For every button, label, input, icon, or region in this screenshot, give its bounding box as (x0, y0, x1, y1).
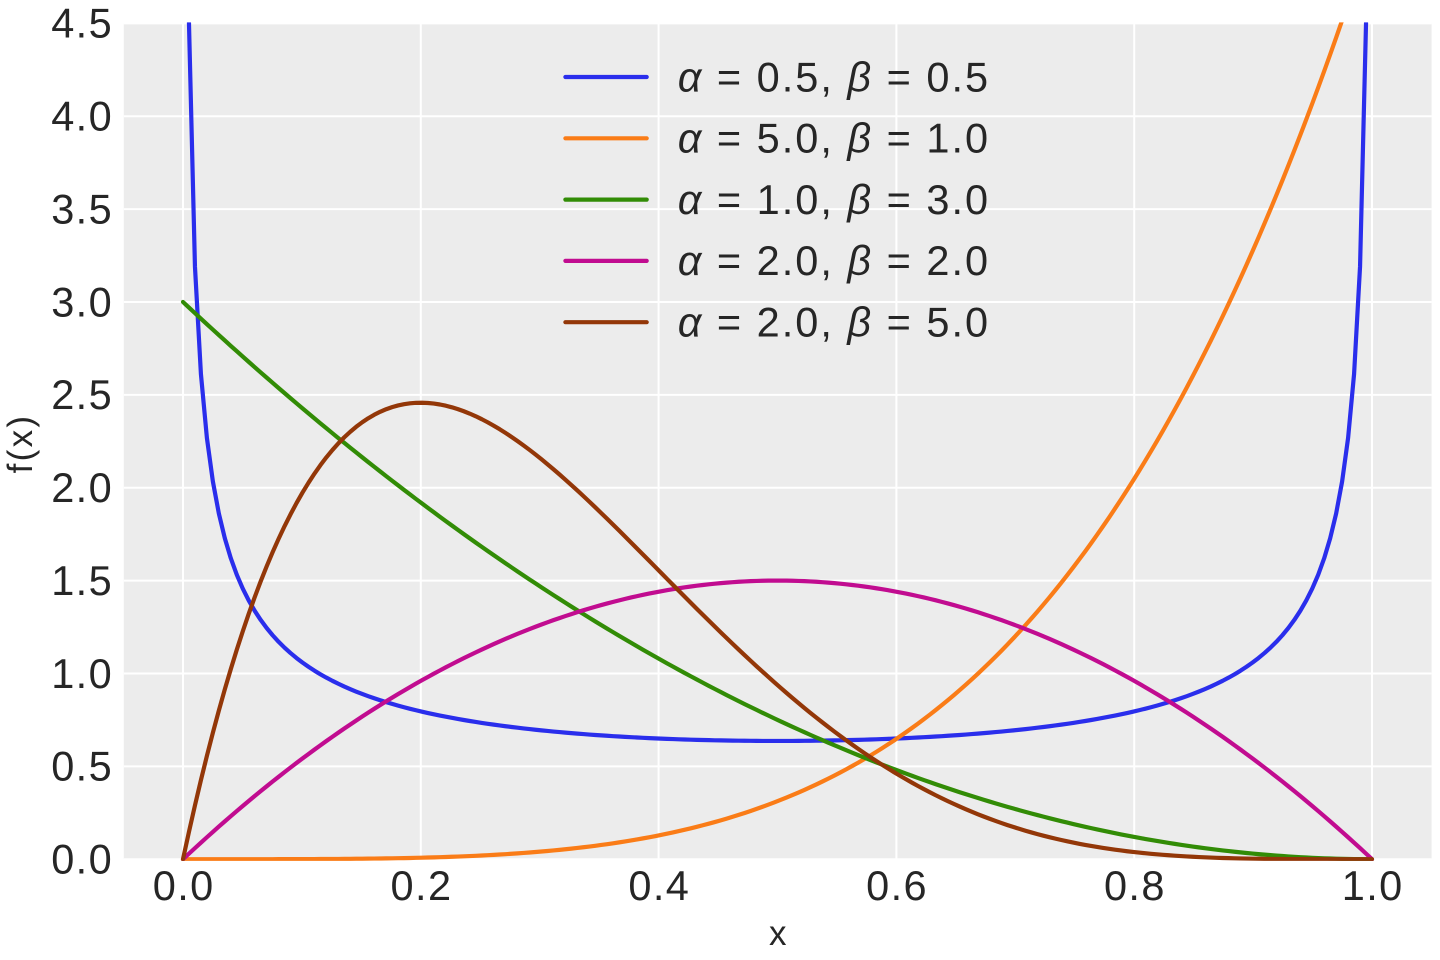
svg-text:1.5: 1.5 (51, 557, 113, 604)
svg-text:1.0: 1.0 (51, 650, 113, 697)
svg-text:2.5: 2.5 (51, 371, 113, 418)
svg-text:α = 1.0, β = 3.0: α = 1.0, β = 3.0 (678, 176, 990, 223)
svg-text:3.5: 3.5 (51, 185, 113, 232)
svg-text:4.0: 4.0 (51, 93, 113, 140)
svg-text:0.6: 0.6 (866, 862, 928, 909)
svg-text:α = 2.0, β = 5.0: α = 2.0, β = 5.0 (678, 299, 990, 346)
svg-text:3.0: 3.0 (51, 278, 113, 325)
svg-text:2.0: 2.0 (51, 464, 113, 511)
svg-text:α = 0.5, β = 0.5: α = 0.5, β = 0.5 (678, 53, 990, 100)
svg-text:α = 2.0, β = 2.0: α = 2.0, β = 2.0 (678, 237, 990, 284)
svg-text:f(x): f(x) (1, 414, 40, 474)
svg-text:x: x (769, 914, 787, 953)
svg-text:0.0: 0.0 (51, 836, 113, 883)
svg-text:0.8: 0.8 (1104, 862, 1166, 909)
svg-text:4.5: 4.5 (51, 0, 113, 47)
svg-text:α = 5.0, β = 1.0: α = 5.0, β = 1.0 (678, 115, 990, 162)
svg-text:0.2: 0.2 (391, 862, 453, 909)
svg-text:0.4: 0.4 (628, 862, 690, 909)
svg-text:0.5: 0.5 (51, 743, 113, 790)
svg-text:0.0: 0.0 (153, 862, 215, 909)
svg-text:1.0: 1.0 (1342, 862, 1404, 909)
